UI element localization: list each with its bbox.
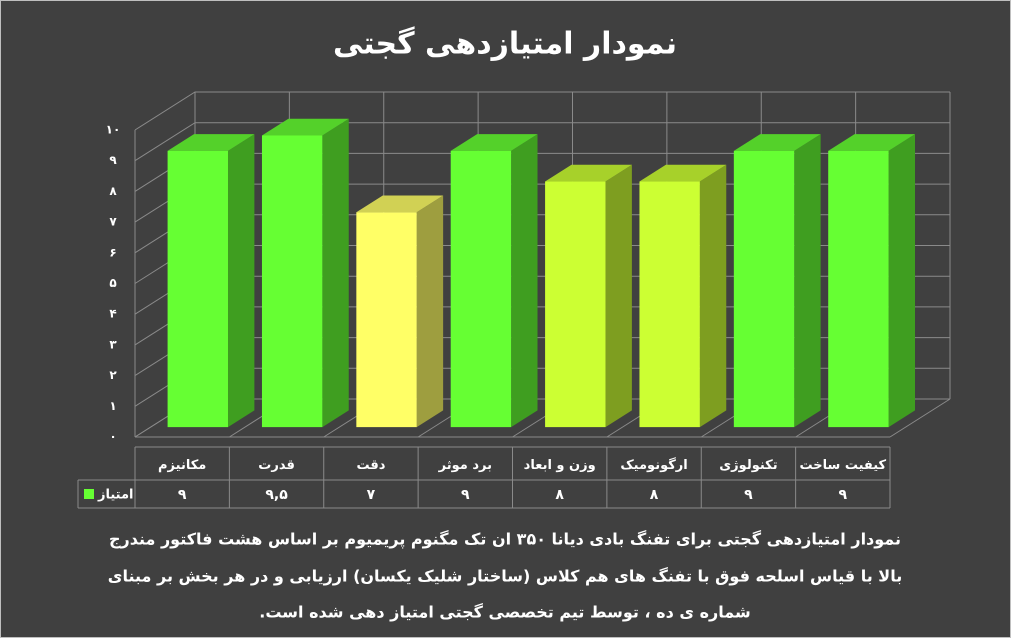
y-tick-label: ۲ xyxy=(109,368,117,382)
floor-line xyxy=(889,398,951,438)
legend-swatch xyxy=(84,489,94,499)
x-tick-label: تکنولوژی xyxy=(719,458,777,473)
caption-line: بالا با قیاس اسلحه فوق با تفنگ های هم کل… xyxy=(108,567,902,586)
bar xyxy=(733,150,795,428)
y-tick-label: ۰ xyxy=(109,430,116,444)
y-tick-label: ۱ xyxy=(109,399,116,413)
value-label: ۹ xyxy=(461,487,470,503)
x-tick-label: کیفیت ساخت xyxy=(800,458,887,473)
bar-top xyxy=(356,195,444,213)
x-tick-label: برد موثر xyxy=(438,458,492,473)
chart-title: نمودار امتیازدهی گجتی xyxy=(333,26,677,62)
caption-line: نمودار امتیازدهی گجتی برای تفنگ بادی دیا… xyxy=(109,530,901,550)
bar xyxy=(167,150,228,428)
x-tick-label: دقت xyxy=(356,458,385,473)
bar-top xyxy=(167,134,255,151)
bar-side xyxy=(227,134,255,428)
value-label: ۸ xyxy=(650,487,659,503)
bar xyxy=(261,135,323,428)
bar xyxy=(828,150,889,428)
y-tick-label: ۷ xyxy=(109,215,117,229)
caption-line: شماره ی ده ، توسط تیم تخصصی گجتی امتیاز … xyxy=(259,603,750,622)
value-label: ۹ xyxy=(178,487,187,503)
bar-side xyxy=(699,164,727,428)
bar xyxy=(545,181,606,428)
bar-top xyxy=(733,134,821,151)
value-label: ۹ xyxy=(839,487,848,503)
bar-top xyxy=(450,134,538,151)
y-tick-label: ۵ xyxy=(109,276,116,290)
value-label: ۷ xyxy=(367,487,376,503)
x-tick-label: وزن و ابعاد xyxy=(524,458,596,473)
bar xyxy=(639,181,700,428)
bar-side xyxy=(416,195,444,428)
bar-side xyxy=(888,134,916,428)
x-tick-label: ارگونومیک xyxy=(620,457,687,473)
value-label: ۹ xyxy=(744,487,753,503)
x-tick-label: مکانیزم xyxy=(158,458,206,473)
value-label: ۸ xyxy=(555,487,564,503)
bar-top xyxy=(261,118,349,136)
y-tick-label: ۶ xyxy=(109,245,116,259)
y-tick-label: ۴ xyxy=(109,307,116,321)
x-tick-label: قدرت xyxy=(258,458,295,473)
bar-top xyxy=(828,134,916,151)
bar-top xyxy=(545,164,632,182)
bar-side xyxy=(794,134,821,428)
y-tick-label: ۱۰ xyxy=(106,123,121,137)
bar-side xyxy=(511,134,538,428)
y-tick-label: ۳ xyxy=(109,337,117,351)
bar-side xyxy=(322,118,349,428)
bar-side xyxy=(605,164,632,428)
legend-label: امتیاز xyxy=(97,488,133,503)
bar xyxy=(356,212,417,428)
y-tick-label: ۹ xyxy=(109,153,117,167)
value-label: ۹,۵ xyxy=(265,487,288,503)
bar xyxy=(450,150,512,428)
bar-top xyxy=(639,164,727,182)
y-tick-label: ۸ xyxy=(109,184,117,198)
